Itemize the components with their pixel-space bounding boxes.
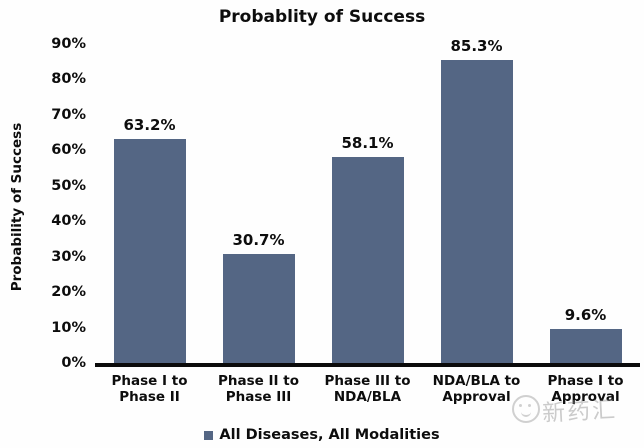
- bar-slot: 85.3%: [422, 34, 531, 363]
- bar-value-label: 58.1%: [341, 134, 394, 152]
- x-axis-tick-labels: Phase I to Phase II Phase II to Phase III Ph…: [95, 373, 640, 405]
- bar-slot: 30.7%: [204, 34, 313, 363]
- y-tick-label: 30%: [51, 248, 86, 265]
- y-axis-title: Probability of Success: [9, 122, 25, 292]
- y-tick-label: 80%: [51, 71, 86, 87]
- x-tick-label: NDA/BLA to Approval: [432, 373, 521, 405]
- y-tick-label: 20%: [51, 284, 86, 300]
- legend-label: All Diseases, All Modalities: [219, 427, 440, 443]
- y-tick-label: 40%: [51, 213, 86, 229]
- y-tick-label: 70%: [51, 106, 86, 123]
- bar-value-label: 30.7%: [232, 231, 285, 249]
- bar-slot: 58.1%: [313, 34, 422, 363]
- bar-slot: 9.6%: [531, 34, 640, 363]
- chart-title: Probablity of Success: [218, 7, 426, 27]
- legend: All Diseases, All Modalities: [0, 427, 644, 443]
- bar-phase-ii-to-phase-iii: [222, 254, 295, 363]
- legend-swatch-icon: [204, 430, 214, 440]
- bar-phase-i-to-phase-ii: [113, 139, 186, 363]
- plot-area: 63.2% 30.7% 58.1% 85.3% 9.6%: [95, 34, 640, 363]
- bar-phase-i-to-approval: [549, 329, 622, 363]
- x-axis-line: [95, 363, 640, 367]
- bar-value-label: 63.2%: [123, 116, 176, 134]
- y-tick-label: 50%: [51, 177, 86, 194]
- bar-phase-iii-to-nda-bla: [331, 157, 404, 363]
- x-tick-label: Phase I to Approval: [547, 373, 624, 405]
- y-tick-label: 90%: [51, 35, 86, 52]
- bar-value-label: 9.6%: [564, 306, 607, 324]
- x-tick-label: Phase II to Phase III: [218, 373, 299, 405]
- y-tick-label: 0%: [61, 355, 86, 371]
- bar-nda-bla-to-approval: [440, 60, 513, 363]
- y-tick-label: 10%: [51, 319, 86, 336]
- y-tick-label: 60%: [51, 142, 86, 158]
- bar-value-label: 85.3%: [450, 37, 503, 55]
- bar-slot: 63.2%: [95, 34, 204, 363]
- x-tick-label: Phase I to Phase II: [111, 373, 188, 405]
- x-tick-label: Phase III to NDA/BLA: [324, 373, 411, 405]
